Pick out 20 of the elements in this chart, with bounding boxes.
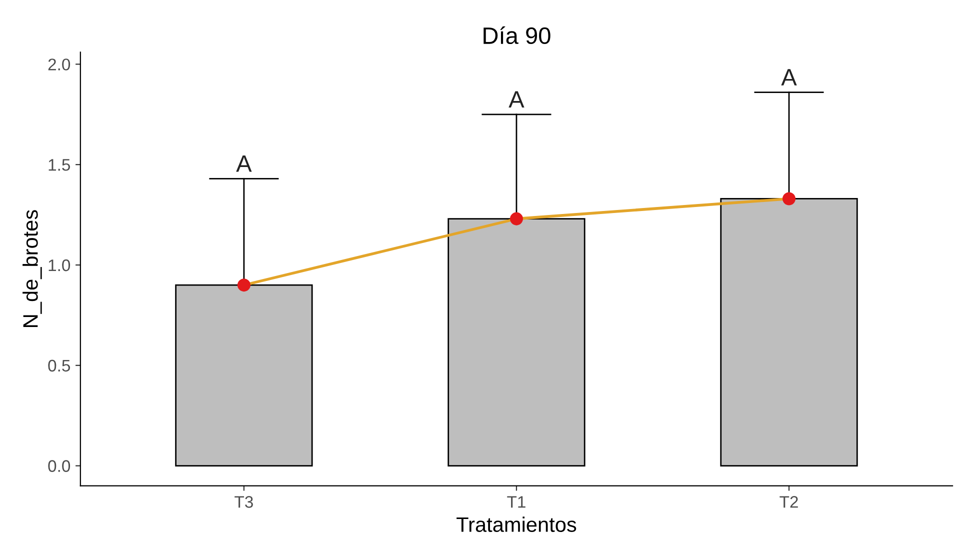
- y-tick-label: 2.0: [48, 58, 70, 70]
- x-axis-title: Tratamientos: [456, 516, 576, 532]
- x-tick-label: T1: [507, 496, 526, 508]
- annotation: A: [236, 156, 252, 172]
- bar: [175, 284, 313, 466]
- y-tick-label: 1.0: [48, 259, 70, 272]
- y-tick-label: 1.5: [48, 159, 70, 171]
- chart-title: Día 90: [484, 26, 550, 44]
- point: [782, 192, 796, 206]
- y-axis-title: N_de_brotes: [22, 210, 42, 327]
- bar: [720, 198, 858, 466]
- y-tick-label: 0.5: [48, 360, 70, 372]
- point: [510, 212, 523, 226]
- x-tick-label: T2: [780, 496, 798, 508]
- annotation: A: [508, 91, 524, 108]
- x-tick-label: T3: [234, 496, 253, 508]
- y-tick-label: 0.0: [48, 460, 70, 472]
- bar: [448, 218, 586, 466]
- point: [237, 278, 250, 292]
- annotation: A: [781, 69, 797, 86]
